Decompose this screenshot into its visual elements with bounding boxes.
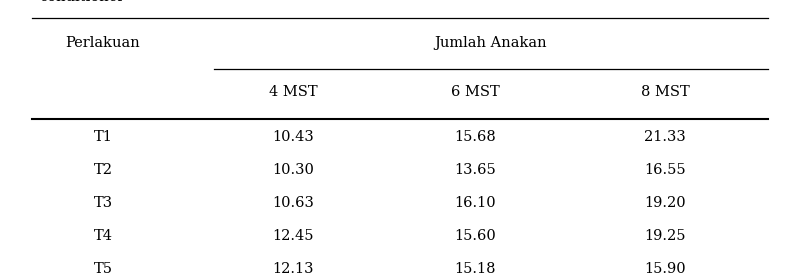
Text: 13.65: 13.65 [455,163,496,177]
Text: 10.30: 10.30 [272,163,314,177]
Text: 6 MST: 6 MST [451,85,500,99]
Text: T1: T1 [93,130,112,144]
Text: 12.13: 12.13 [272,262,314,276]
Text: 16.55: 16.55 [645,163,686,177]
Text: 19.20: 19.20 [645,196,686,210]
Text: 21.33: 21.33 [645,130,686,144]
Text: T5: T5 [93,262,112,276]
Text: 12.45: 12.45 [272,229,314,243]
Text: 16.10: 16.10 [455,196,496,210]
Text: T2: T2 [93,163,112,177]
Text: T4: T4 [93,229,112,243]
Text: 8 MST: 8 MST [641,85,690,99]
Text: 15.90: 15.90 [645,262,686,276]
Text: T3: T3 [93,196,112,210]
Text: 10.63: 10.63 [272,196,314,210]
Text: 10.43: 10.43 [272,130,314,144]
Text: 15.60: 15.60 [455,229,496,243]
Text: conditioner: conditioner [40,0,125,4]
Text: 4 MST: 4 MST [268,85,318,99]
Text: Jumlah Anakan: Jumlah Anakan [435,36,547,50]
Text: 15.18: 15.18 [455,262,496,276]
Text: 15.68: 15.68 [455,130,496,144]
Text: Perlakuan: Perlakuan [66,36,140,50]
Text: 19.25: 19.25 [645,229,686,243]
